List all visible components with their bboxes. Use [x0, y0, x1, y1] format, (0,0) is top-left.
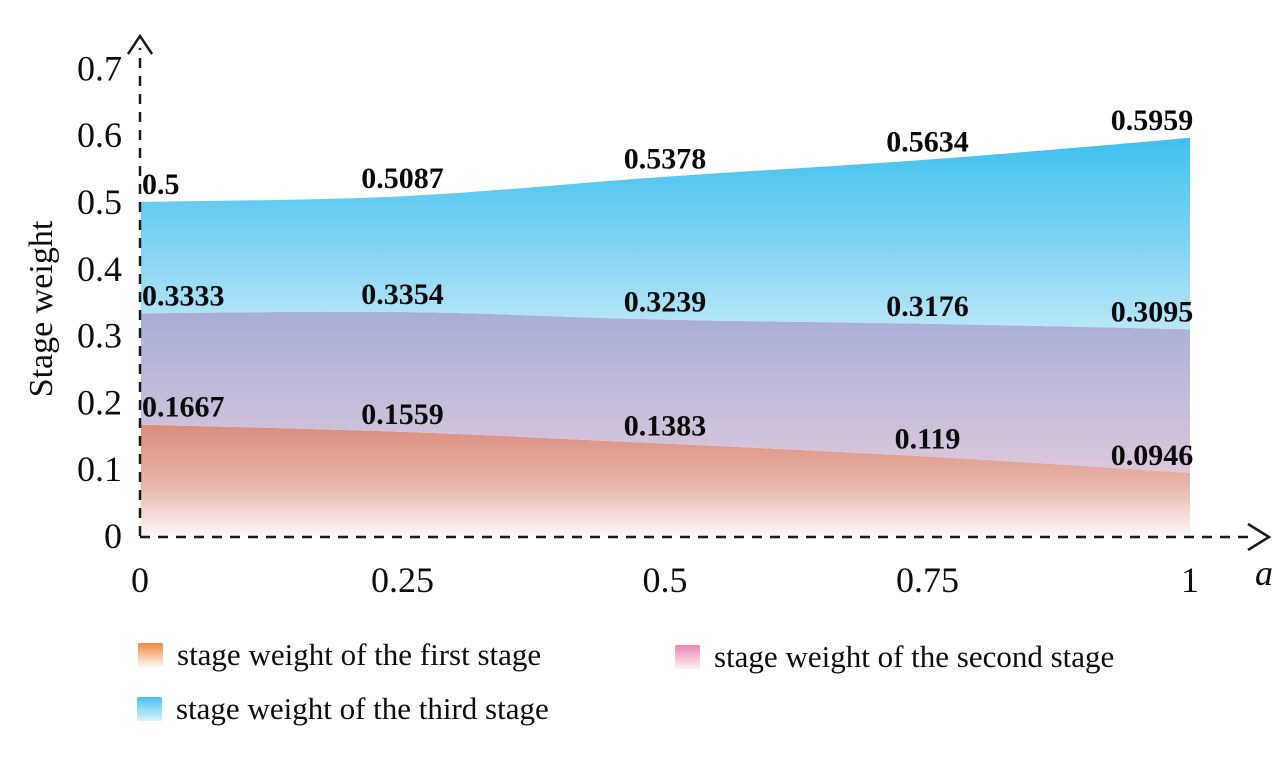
- data-label-series-2: 0.5634: [886, 126, 969, 159]
- x-tick-label: 0.5: [643, 560, 688, 600]
- y-tick-label: 0.5: [77, 182, 122, 222]
- y-tick-label: 0.1: [77, 449, 122, 489]
- data-label-series-1: 0.3095: [1111, 295, 1194, 328]
- band-series-1: [141, 311, 1190, 473]
- data-label-series-1: 0.3176: [886, 290, 969, 323]
- y-tick-label: 0.4: [77, 249, 122, 289]
- band-series-2: [141, 137, 1190, 330]
- legend-item-third-stage: stage weight of the third stage: [137, 691, 549, 726]
- data-label-series-0: 0.1559: [361, 398, 444, 431]
- legend-label-first-stage: stage weight of the first stage: [177, 637, 542, 672]
- y-tick-label: 0.7: [77, 48, 122, 88]
- data-label-series-1: 0.3239: [624, 286, 707, 319]
- data-label-series-1: 0.3333: [142, 279, 225, 312]
- y-axis-title: Stage weight: [23, 220, 60, 398]
- x-tick-label: 0.25: [371, 560, 434, 600]
- x-tick-label: 1: [1181, 560, 1199, 600]
- data-label-series-2: 0.5378: [624, 143, 707, 176]
- data-label-series-2: 0.5087: [361, 162, 444, 195]
- y-tick-label: 0.2: [77, 382, 122, 422]
- third-stage-swatch: [137, 697, 162, 721]
- x-tick-label: 0.75: [896, 560, 959, 600]
- data-label-series-0: 0.1383: [624, 410, 707, 443]
- x-axis-arrow-icon: [1247, 522, 1272, 552]
- legend-label-second-stage: stage weight of the second stage: [714, 639, 1115, 674]
- legend-label-third-stage: stage weight of the third stage: [176, 691, 549, 726]
- data-label-series-2: 0.5: [142, 168, 180, 201]
- data-label-series-0: 0.1667: [142, 391, 225, 424]
- band-series-0: [141, 424, 1190, 536]
- data-label-series-1: 0.3354: [361, 278, 444, 311]
- chart-canvas: 0 0.1 0.2 0.3 0.4 0.5 0.6 0.7 0 0.25 0.5 0.75 1 0.166…: [77, 33, 1272, 600]
- legend-item-second-stage: stage weight of the second stage: [675, 639, 1115, 674]
- y-tick-label: 0.3: [77, 316, 122, 356]
- legend-item-first-stage: stage weight of the first stage: [138, 637, 542, 672]
- data-label-series-2: 0.5959: [1111, 104, 1194, 137]
- y-axis-arrow-icon: [126, 33, 154, 55]
- x-tick-label: 0: [131, 560, 149, 600]
- data-label-series-0: 0.0946: [1111, 439, 1194, 472]
- second-stage-swatch: [675, 645, 700, 669]
- data-label-series-0: 0.119: [895, 423, 961, 456]
- y-tick-label: 0: [104, 516, 122, 556]
- x-axis-title: a: [1255, 553, 1273, 593]
- first-stage-swatch: [138, 643, 163, 667]
- y-tick-label: 0.6: [77, 115, 122, 155]
